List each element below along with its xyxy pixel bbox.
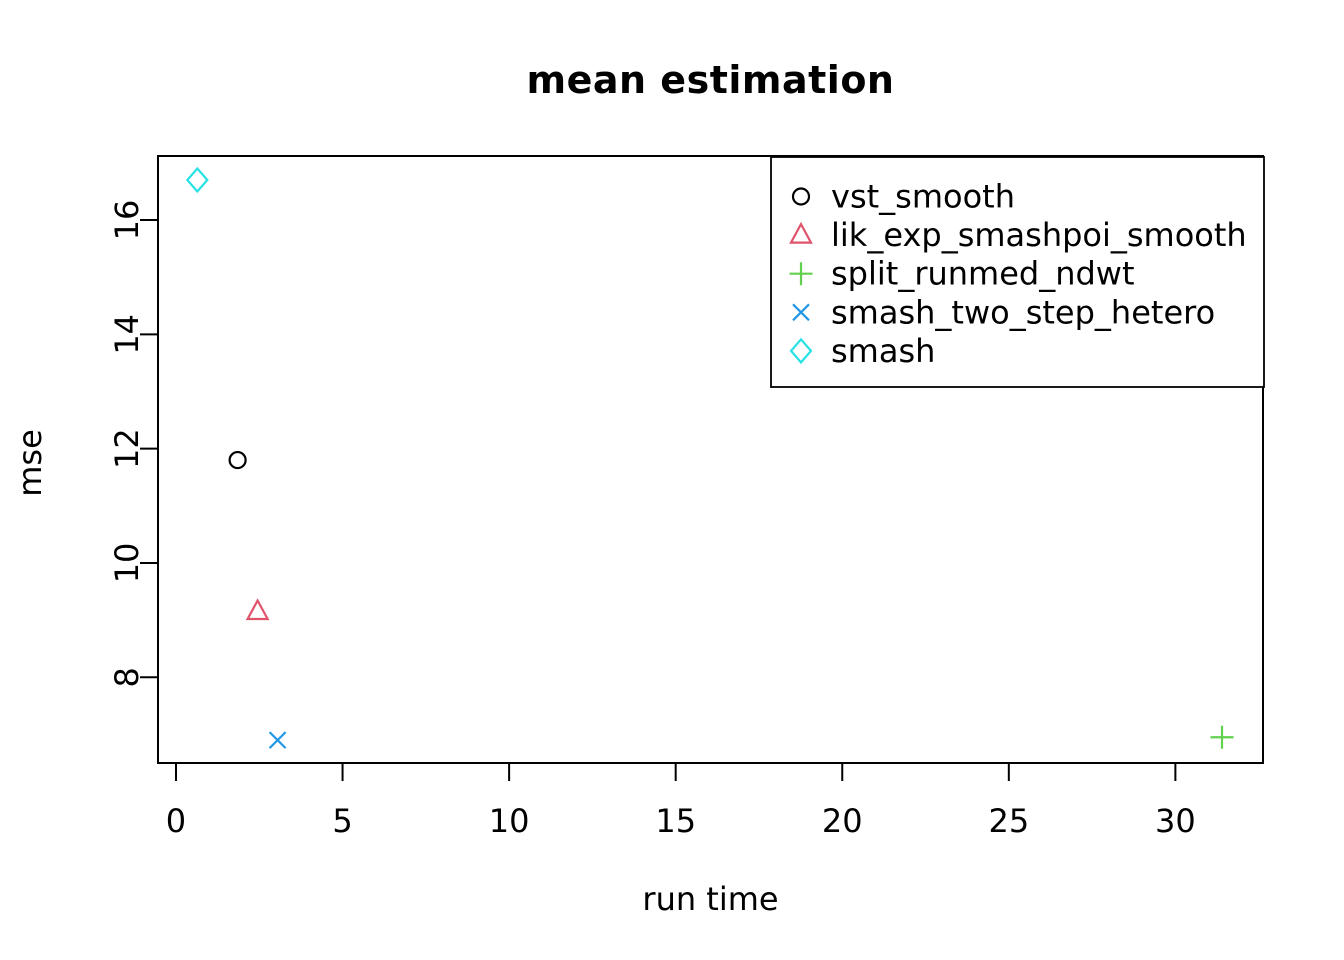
legend-marker-smash: [789, 337, 813, 365]
data-point-lik_exp_smashpoi_smooth: [245, 598, 270, 621]
legend-label-smash: smash: [831, 332, 935, 370]
x-axis-tick-label: 5: [332, 802, 352, 840]
legend-box: [770, 156, 1265, 388]
legend-label-split_runmed_ndwt: split_runmed_ndwt: [831, 255, 1135, 293]
x-axis-tick-label: 20: [822, 802, 863, 840]
legend-marker-split_runmed_ndwt: [789, 262, 813, 286]
x-axis-tick-label: 30: [1155, 802, 1196, 840]
legend-label-vst_smooth: vst_smooth: [831, 178, 1015, 216]
data-point-smash: [185, 166, 209, 194]
legend-marker-vst_smooth: [791, 187, 811, 206]
x-axis-tick-label: 10: [489, 802, 530, 840]
y-axis-tick-label: 8: [108, 667, 146, 687]
y-axis-tick-label: 12: [108, 428, 146, 469]
chart-title: mean estimation: [526, 58, 895, 102]
data-point-smash_two_step_hetero: [268, 731, 287, 749]
x-axis-label: run time: [642, 880, 779, 918]
legend-marker-smash_two_step_hetero: [792, 303, 810, 322]
legend-marker-lik_exp_smashpoi_smooth: [789, 221, 813, 244]
x-axis-tick-label: 0: [166, 802, 186, 840]
y-axis-tick-label: 10: [108, 543, 146, 584]
legend-label-lik_exp_smashpoi_smooth: lik_exp_smashpoi_smooth: [831, 216, 1247, 254]
y-axis-tick-label: 16: [108, 200, 146, 241]
data-point-vst_smooth: [228, 450, 247, 470]
data-point-split_runmed_ndwt: [1210, 725, 1234, 749]
x-axis-tick-label: 15: [655, 802, 696, 840]
legend-label-smash_two_step_hetero: smash_two_step_hetero: [831, 293, 1215, 331]
y-axis-tick-label: 14: [108, 314, 146, 355]
x-axis-tick-label: 25: [988, 802, 1029, 840]
plot-border: [157, 155, 1264, 764]
